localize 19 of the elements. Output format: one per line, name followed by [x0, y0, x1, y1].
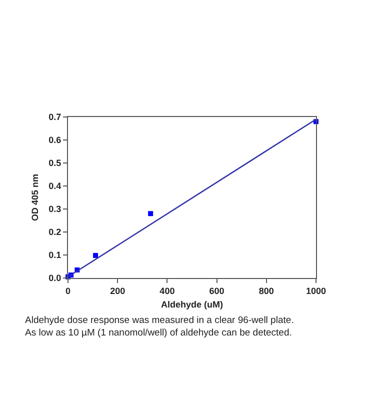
x-tick-label: 400	[160, 286, 175, 296]
x-tick-label: 0	[65, 286, 71, 296]
y-tick-label: 0.7	[48, 112, 62, 122]
text: Aldehyde dose response was measured in a clear 96-well plate. As low as 10 µM (1 nanomol/well) of aldehyde can be detected.	[25, 315, 294, 338]
y-tick-label: 0.3	[48, 204, 62, 214]
y-tick-label: 0.5	[48, 158, 62, 168]
point	[93, 252, 98, 258]
point	[148, 211, 154, 216]
x-axis-title: Aldehyde (uM)	[161, 300, 223, 310]
y-tick-label: 0.2	[48, 227, 62, 238]
x-tick-label: 200	[110, 286, 126, 296]
x-tick-label: 600	[209, 286, 224, 296]
x-tick-label: 1000	[306, 286, 326, 296]
y-axis-title: OD 405 nm	[30, 174, 40, 222]
y-tick-label: 0.4	[48, 181, 62, 192]
x-tick-label: 800	[258, 286, 274, 296]
y-tick-label: 0.0	[48, 273, 62, 284]
y-tick-label: 0.1	[48, 250, 62, 260]
y-tick-label: 0.6	[48, 135, 62, 146]
